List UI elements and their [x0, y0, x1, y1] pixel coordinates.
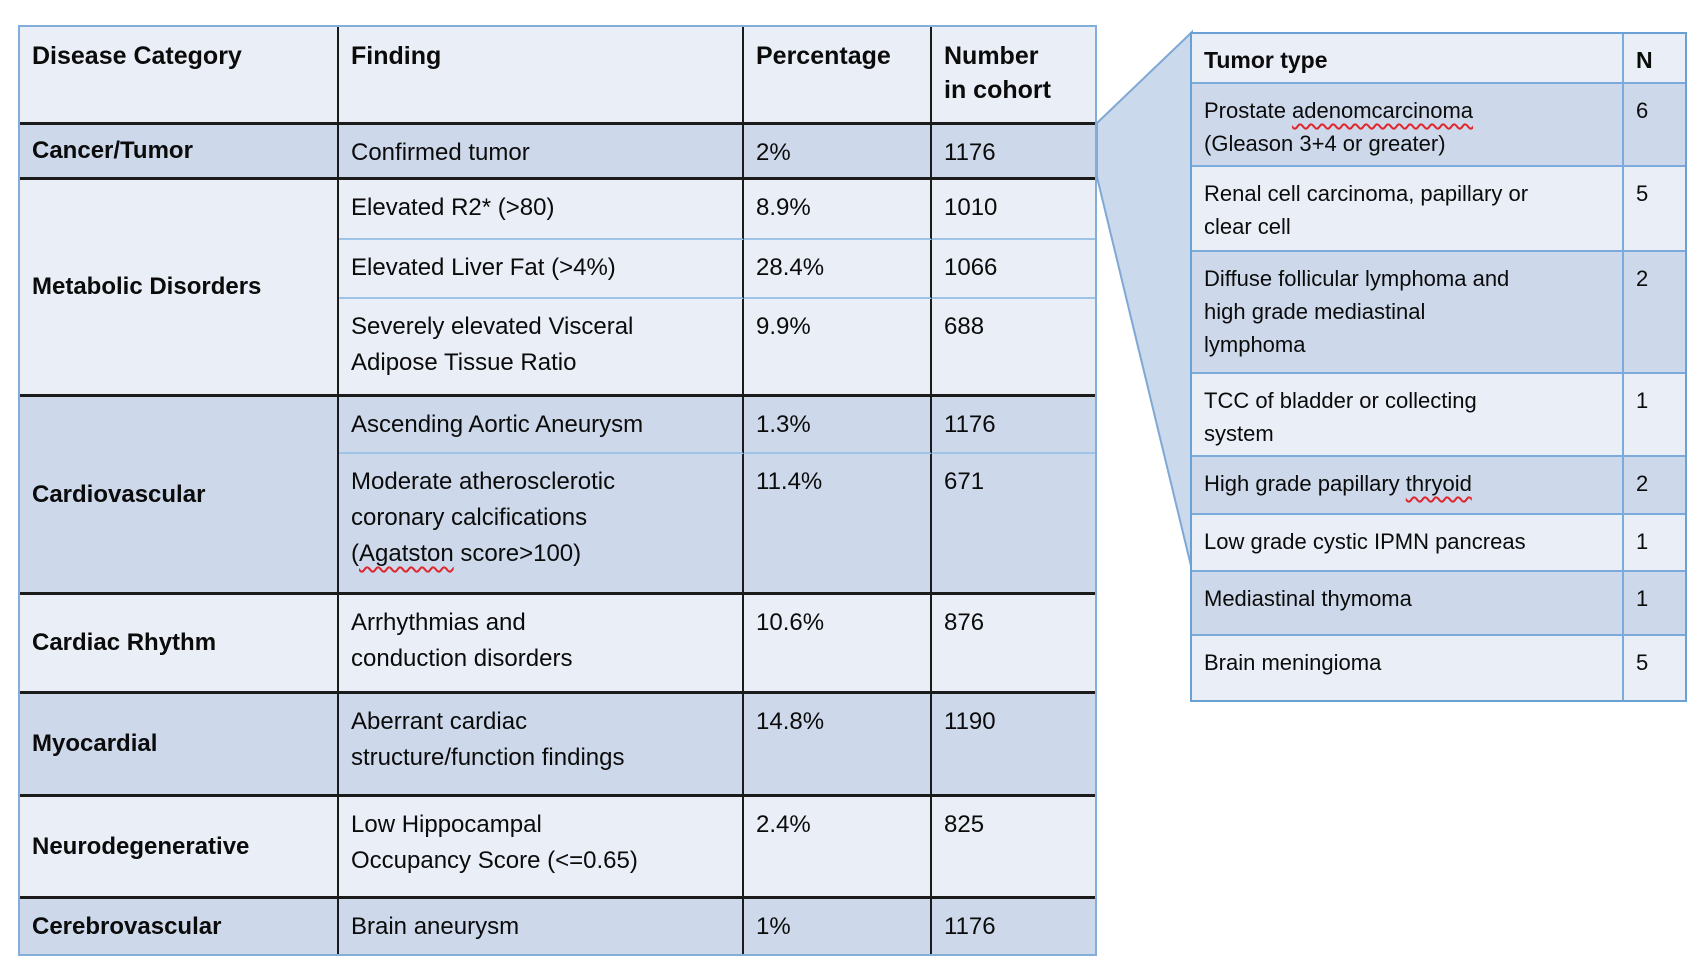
finding-cell: Aberrant cardiac structure/function find… — [339, 694, 744, 797]
header-tumor-type: Tumor type — [1192, 34, 1624, 84]
header-n: N — [1624, 34, 1685, 84]
finding-cell: Arrhythmias and conduction disorders — [339, 595, 744, 694]
category-cell-cardiovascular: Cardiovascular — [20, 397, 339, 595]
header-percentage: Percentage — [744, 27, 932, 125]
percentage-cell: 1.3% — [744, 397, 932, 454]
percentage-cell: 1% — [744, 899, 932, 954]
number-cell: 1010 — [932, 180, 1095, 240]
tumor-n-cell: 1 — [1624, 515, 1685, 572]
tumor-n-cell: 1 — [1624, 374, 1685, 457]
percentage-cell: 11.4% — [744, 454, 932, 595]
tumor-type-cell: Brain meningioma — [1192, 636, 1624, 700]
tumor-n-cell: 5 — [1624, 636, 1685, 700]
category-cell-metabolic-disorders: Metabolic Disorders — [20, 180, 339, 397]
finding-cell: Confirmed tumor — [339, 125, 744, 180]
tumor-type-table: Tumor type N Prostate adenomcarcinoma (G… — [1190, 32, 1687, 702]
misspelled-word: thryoid — [1405, 471, 1472, 496]
number-cell: 688 — [932, 299, 1095, 397]
misspelled-word: Agatston — [359, 540, 454, 567]
finding-cell: Brain aneurysm — [339, 899, 744, 954]
tumor-type-cell: High grade papillary thryoid — [1192, 457, 1624, 515]
percentage-cell: 10.6% — [744, 595, 932, 694]
tumor-type-cell: Diffuse follicular lymphoma and high gra… — [1192, 252, 1624, 374]
finding-cell: Ascending Aortic Aneurysm — [339, 397, 744, 454]
percentage-cell: 14.8% — [744, 694, 932, 797]
number-cell: 1176 — [932, 397, 1095, 454]
percentage-cell: 2% — [744, 125, 932, 180]
category-cell-myocardial: Myocardial — [20, 694, 339, 797]
tumor-type-cell: Mediastinal thymoma — [1192, 572, 1624, 636]
tumor-n-cell: 2 — [1624, 457, 1685, 515]
number-cell: 671 — [932, 454, 1095, 595]
number-cell: 876 — [932, 595, 1095, 694]
header-disease-category: Disease Category — [20, 27, 339, 125]
number-cell: 1066 — [932, 240, 1095, 299]
callout-wedge — [1096, 29, 1193, 571]
finding-cell: Moderate atherosclerotic coronary calcif… — [339, 454, 744, 595]
finding-cell: Elevated R2* (>80) — [339, 180, 744, 240]
misspelled-word: adenomcarcinoma — [1292, 98, 1474, 123]
percentage-cell: 8.9% — [744, 180, 932, 240]
tumor-n-cell: 6 — [1624, 84, 1685, 167]
category-cell-cancer-tumor: Cancer/Tumor — [20, 125, 339, 180]
percentage-cell: 2.4% — [744, 797, 932, 899]
number-cell: 1190 — [932, 694, 1095, 797]
tumor-type-cell: Low grade cystic IPMN pancreas — [1192, 515, 1624, 572]
tumor-type-cell: Renal cell carcinoma, papillary or clear… — [1192, 167, 1624, 252]
tumor-n-cell: 2 — [1624, 252, 1685, 374]
category-cell-neurodegenerative: Neurodegenerative — [20, 797, 339, 899]
tumor-type-cell: TCC of bladder or collecting system — [1192, 374, 1624, 457]
tumor-n-cell: 1 — [1624, 572, 1685, 636]
tumor-type-cell: Prostate adenomcarcinoma (Gleason 3+4 or… — [1192, 84, 1624, 167]
disease-findings-table: Disease Category Finding Percentage Numb… — [18, 25, 1097, 956]
number-cell: 825 — [932, 797, 1095, 899]
header-number-in-cohort: Number in cohort — [932, 27, 1095, 125]
finding-cell: Low Hippocampal Occupancy Score (<=0.65) — [339, 797, 744, 899]
percentage-cell: 28.4% — [744, 240, 932, 299]
category-cell-cardiac-rhythm: Cardiac Rhythm — [20, 595, 339, 694]
category-cell-cerebrovascular: Cerebrovascular — [20, 899, 339, 954]
header-finding: Finding — [339, 27, 744, 125]
percentage-cell: 9.9% — [744, 299, 932, 397]
number-cell: 1176 — [932, 899, 1095, 954]
number-cell: 1176 — [932, 125, 1095, 180]
finding-cell: Severely elevated Visceral Adipose Tissu… — [339, 299, 744, 397]
tumor-n-cell: 5 — [1624, 167, 1685, 252]
finding-cell: Elevated Liver Fat (>4%) — [339, 240, 744, 299]
